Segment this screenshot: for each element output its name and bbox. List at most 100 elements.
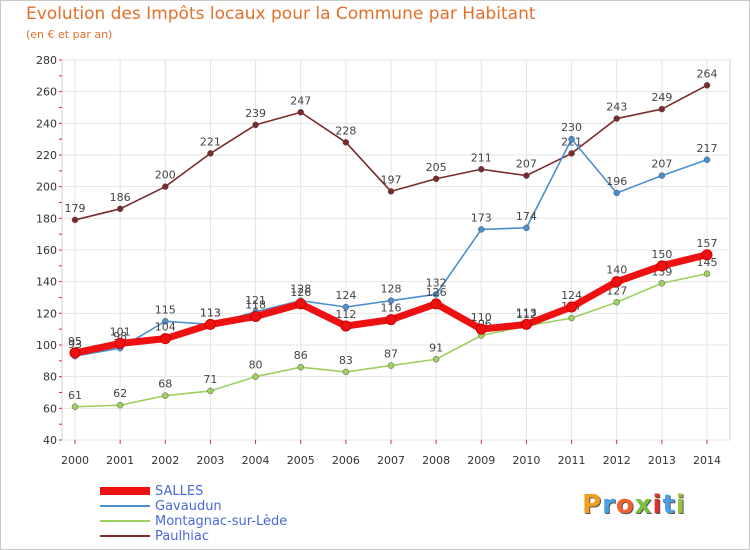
y-tick-label: 40 [43, 434, 57, 447]
data-label: 83 [339, 354, 353, 367]
data-label: 87 [384, 348, 398, 361]
chart-legend: SALLES Gavaudun Montagnac-sur-Lède Paulhiac [100, 484, 380, 544]
data-point [703, 82, 711, 89]
y-tick-label: 100 [36, 339, 57, 352]
logo-letter: P [582, 490, 603, 520]
data-point [432, 356, 440, 363]
y-tick-label: 80 [43, 371, 57, 384]
data-label: 211 [471, 151, 492, 164]
x-tick-label: 2002 [151, 454, 179, 467]
data-point [568, 150, 575, 157]
y-tick-label: 200 [36, 181, 57, 194]
proxiti-logo: Proxiti [582, 490, 686, 520]
data-point [162, 183, 169, 190]
data-point [703, 156, 711, 163]
data-label: 196 [606, 175, 627, 188]
data-label: 116 [381, 302, 402, 315]
data-point [340, 320, 352, 332]
data-label: 93 [68, 338, 82, 351]
logo-letter: i [652, 490, 663, 520]
data-point [162, 318, 169, 325]
data-label: 115 [155, 303, 176, 316]
legend-label: Gavaudun [155, 499, 222, 514]
data-label: 113 [200, 306, 221, 319]
x-tick-label: 2001 [106, 454, 134, 467]
x-tick-label: 2003 [196, 454, 224, 467]
y-tick-label: 60 [43, 402, 57, 415]
y-tick-label: 260 [36, 86, 57, 99]
data-point [114, 337, 126, 349]
data-point [342, 139, 350, 146]
data-label: 207 [651, 158, 672, 171]
data-point [204, 318, 216, 330]
legend-swatch [100, 487, 150, 495]
data-point [478, 166, 485, 173]
data-label: 243 [606, 101, 627, 114]
data-label: 249 [651, 91, 672, 104]
data-label: 113 [516, 306, 537, 319]
data-point [658, 172, 666, 179]
data-point [252, 121, 259, 129]
data-label: 112 [516, 308, 537, 321]
data-point [342, 368, 350, 376]
data-label: 101 [110, 325, 131, 338]
data-point [297, 363, 304, 371]
data-label: 228 [335, 124, 356, 137]
x-tick-label: 2014 [693, 454, 721, 467]
data-point [387, 297, 395, 304]
data-point [566, 301, 578, 313]
data-label: 110 [471, 311, 492, 324]
data-label: 173 [471, 211, 492, 224]
data-point [432, 175, 440, 182]
x-tick-label: 2011 [558, 454, 586, 467]
data-point [568, 135, 575, 143]
x-tick-label: 2008 [422, 454, 450, 467]
data-label: 247 [290, 94, 311, 107]
data-label: 121 [245, 294, 266, 307]
data-point [611, 276, 623, 288]
data-point [613, 115, 620, 122]
legend-item: Gavaudun [100, 499, 380, 514]
data-point [568, 314, 575, 322]
legend-item: Paulhiac [100, 529, 380, 544]
y-tick-label: 160 [36, 244, 57, 257]
data-label: 230 [561, 121, 582, 134]
data-point [475, 323, 487, 335]
legend-item: SALLES [100, 484, 380, 499]
data-label: 197 [381, 173, 402, 186]
x-tick-label: 2000 [61, 454, 89, 467]
data-label: 221 [200, 135, 221, 148]
data-label: 62 [113, 387, 127, 400]
logo-letter: i [675, 490, 686, 520]
legend-item: Montagnac-sur-Lède [100, 514, 380, 529]
x-tick-label: 2007 [377, 454, 405, 467]
data-point [613, 189, 620, 197]
data-label: 71 [203, 373, 217, 386]
data-label: 207 [516, 158, 537, 171]
legend-swatch [100, 505, 150, 507]
chart-title: Evolution des Impôts locaux pour la Comm… [26, 4, 536, 24]
data-label: 157 [697, 237, 718, 250]
legend-swatch [100, 520, 150, 522]
data-point [703, 270, 711, 277]
y-tick-label: 220 [36, 149, 57, 162]
data-point [658, 280, 666, 287]
y-tick-label: 240 [36, 117, 57, 130]
data-point [207, 387, 214, 395]
data-point [116, 205, 124, 213]
logo-letter: x [634, 490, 653, 520]
legend-label: Paulhiac [155, 529, 210, 544]
data-point [387, 188, 395, 195]
x-tick-label: 2013 [648, 454, 676, 467]
y-tick-label: 180 [36, 212, 57, 225]
data-point [658, 105, 666, 113]
data-label: 104 [155, 321, 176, 334]
chart-subtitle: (en € et par an) [26, 28, 113, 41]
data-point [207, 150, 214, 157]
data-point [69, 347, 81, 359]
data-label: 95 [68, 335, 82, 348]
data-label: 128 [381, 283, 402, 296]
data-point [523, 172, 530, 179]
data-point [430, 298, 442, 310]
